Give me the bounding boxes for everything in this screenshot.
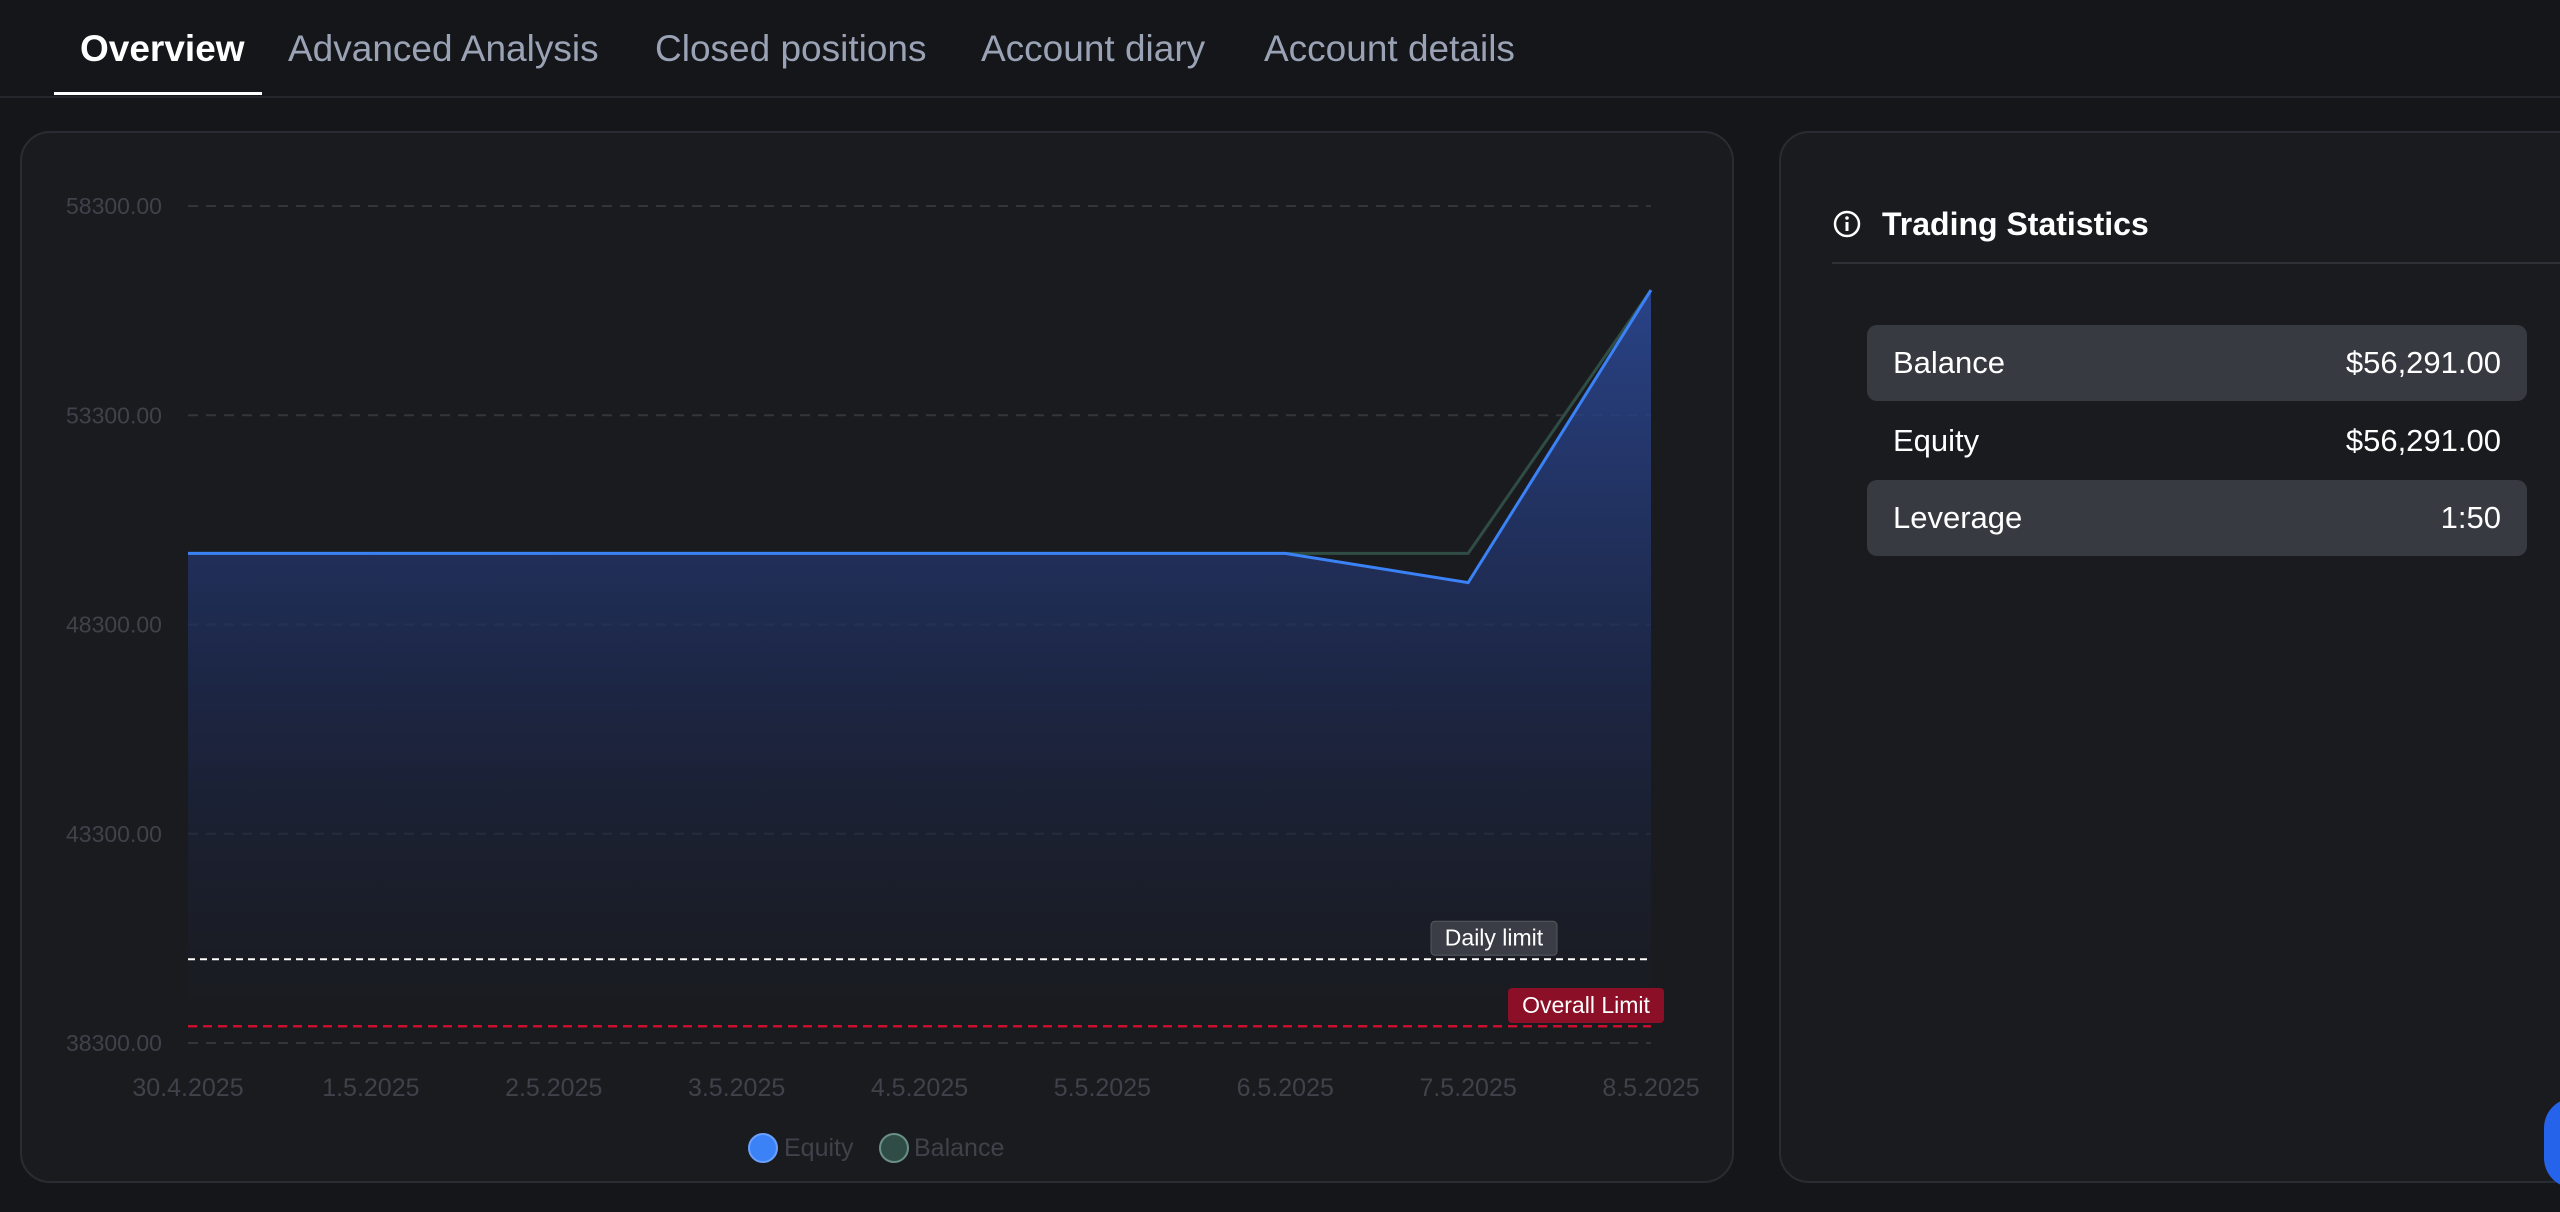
y-tick-label: 38300.00 — [66, 1030, 162, 1056]
x-tick-label: 7.5.2025 — [1419, 1074, 1516, 1102]
legend-equity-label: Equity — [784, 1134, 854, 1162]
active-tab-indicator — [54, 92, 262, 95]
trading-statistics-card — [1779, 131, 2560, 1183]
x-tick-label: 4.5.2025 — [871, 1074, 968, 1102]
tab-account-details[interactable]: Account details — [1264, 28, 1515, 69]
stats-title: Trading Statistics — [1882, 205, 2149, 242]
overall-limit-badge — [1508, 988, 1664, 1023]
stat-label: Leverage — [1893, 500, 2023, 535]
daily-limit-label: Daily limit — [1445, 924, 1544, 950]
balance-point — [1466, 551, 1470, 555]
legend-equity-swatch — [748, 1133, 778, 1163]
stats-divider — [1832, 262, 2560, 264]
tab-account-diary[interactable]: Account diary — [981, 28, 1206, 69]
x-tick-label: 30.4.2025 — [132, 1074, 243, 1102]
balance-point — [186, 551, 190, 555]
x-tick-label: 2.5.2025 — [505, 1074, 602, 1102]
stat-value: $56,291.00 — [2345, 423, 2501, 458]
stats-header: Trading Statistics — [1832, 202, 2149, 246]
overall-limit-label: Overall Limit — [1522, 992, 1650, 1018]
tab-closed-positions[interactable]: Closed positions — [655, 28, 927, 69]
equity-line — [188, 289, 1653, 585]
balance-point — [1283, 551, 1287, 555]
x-tick-label: 3.5.2025 — [688, 1074, 785, 1102]
x-tick-label: 1.5.2025 — [322, 1074, 419, 1102]
y-tick-label: 48300.00 — [66, 612, 162, 638]
equity-point — [1466, 581, 1470, 585]
info-icon — [1832, 209, 1862, 239]
stat-row-balance: Balance $56,291.00 — [1867, 325, 2527, 401]
balance-point — [735, 551, 739, 555]
tab-bar: Overview Advanced Analysis Closed positi… — [0, 0, 2560, 98]
balance-point — [369, 551, 373, 555]
legend-balance-label: Balance — [914, 1134, 1004, 1162]
stat-value: $56,291.00 — [2345, 345, 2501, 380]
stat-row-leverage: Leverage 1:50 — [1867, 480, 2527, 556]
tab-advanced-analysis[interactable]: Advanced Analysis — [288, 28, 599, 69]
stat-value: 1:50 — [2440, 500, 2501, 535]
tab-overview[interactable]: Overview — [80, 28, 245, 69]
balance-point — [918, 551, 922, 555]
stat-label: Balance — [1893, 345, 2006, 380]
balance-point — [552, 551, 556, 555]
stat-row-equity: Equity $56,291.00 — [1867, 403, 2527, 479]
equity-area — [188, 290, 1651, 998]
stat-label: Equity — [1893, 423, 1980, 458]
balance-point — [1649, 288, 1653, 292]
balance-point — [1100, 551, 1104, 555]
x-tick-label: 6.5.2025 — [1237, 1074, 1334, 1102]
chat-support-button[interactable] — [2544, 1098, 2560, 1188]
legend-balance-swatch — [879, 1133, 909, 1163]
balance-line — [188, 289, 1653, 555]
y-tick-label: 43300.00 — [66, 821, 162, 847]
y-tick-label: 53300.00 — [66, 402, 162, 428]
y-tick-label: 58300.00 — [66, 193, 162, 219]
equity-chart[interactable]: Daily limit Overall Limit 58300.00 53300.0… — [0, 0, 1734, 1190]
x-tick-label: 5.5.2025 — [1054, 1074, 1151, 1102]
daily-limit-badge — [1430, 920, 1558, 956]
x-tick-label: 8.5.2025 — [1602, 1074, 1699, 1102]
